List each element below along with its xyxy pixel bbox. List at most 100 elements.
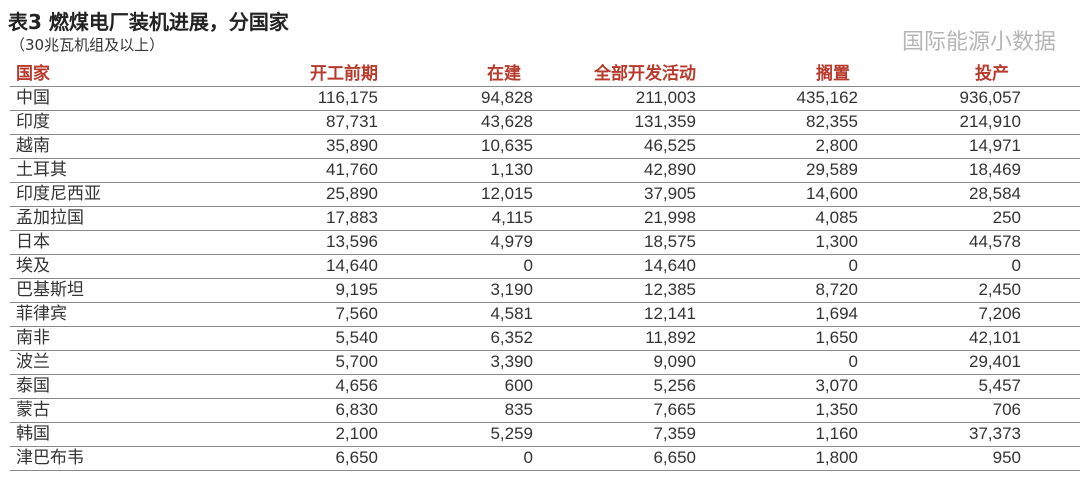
- value-cell: 44,578: [858, 229, 1080, 254]
- country-cell: 印度尼西亚: [10, 181, 160, 206]
- table-title: 表3 燃煤电厂装机进展，分国家: [8, 10, 289, 34]
- value-cell: 1,350: [696, 397, 858, 422]
- table-row: 越南 35,890 10,635 46,525 2,800 14,971: [10, 133, 1080, 158]
- value-cell: 0: [858, 253, 1080, 278]
- country-cell: 菲律宾: [10, 301, 160, 326]
- value-cell: 1,800: [696, 445, 858, 471]
- value-cell: 250: [858, 205, 1080, 230]
- country-cell: 中国: [10, 85, 160, 110]
- country-cell: 波兰: [10, 349, 160, 374]
- country-cell: 南非: [10, 325, 160, 350]
- value-cell: 42,890: [533, 157, 696, 182]
- value-cell: 9,195: [160, 277, 378, 302]
- value-cell: 1,300: [696, 229, 858, 254]
- value-cell: 435,162: [696, 85, 858, 110]
- table-row: 埃及 14,640 0 14,640 0 0: [10, 253, 1080, 278]
- value-cell: 14,600: [696, 181, 858, 206]
- country-cell: 印度: [10, 109, 160, 134]
- value-cell: 35,890: [160, 133, 378, 158]
- country-cell: 越南: [10, 133, 160, 158]
- value-cell: 42,101: [858, 325, 1080, 350]
- value-cell: 87,731: [160, 109, 378, 134]
- table-row: 中国 116,175 94,828 211,003 435,162 936,057: [10, 85, 1080, 110]
- value-cell: 46,525: [533, 133, 696, 158]
- value-cell: 3,390: [378, 349, 533, 374]
- value-cell: 12,015: [378, 181, 533, 206]
- col-header: 搁置: [816, 63, 850, 84]
- table-row: 菲律宾 7,560 4,581 12,141 1,694 7,206: [10, 301, 1080, 326]
- value-cell: 8,720: [696, 277, 858, 302]
- value-cell: 7,560: [160, 301, 378, 326]
- table-subtitle: （30兆瓦机组及以上）: [10, 36, 165, 54]
- table-row: 蒙古 6,830 835 7,665 1,350 706: [10, 397, 1080, 422]
- header-row: 国家 开工前期 在建 全部开发活动 搁置 投产: [10, 62, 1080, 86]
- table-row: 巴基斯坦 9,195 3,190 12,385 8,720 2,450: [10, 277, 1080, 302]
- value-cell: 21,998: [533, 205, 696, 230]
- value-cell: 13,596: [160, 229, 378, 254]
- col-header: 在建: [487, 63, 521, 84]
- table-row: 土耳其 41,760 1,130 42,890 29,589 18,469: [10, 157, 1080, 182]
- value-cell: 116,175: [160, 85, 378, 110]
- table-row: 韩国 2,100 5,259 7,359 1,160 37,373: [10, 421, 1080, 446]
- watermark: 国际能源小数据: [901, 30, 1056, 55]
- value-cell: 5,256: [533, 373, 696, 398]
- value-cell: 6,650: [160, 445, 378, 471]
- value-cell: 5,259: [378, 421, 533, 446]
- value-cell: 3,070: [696, 373, 858, 398]
- value-cell: 18,575: [533, 229, 696, 254]
- value-cell: 7,665: [533, 397, 696, 422]
- country-cell: 蒙古: [10, 397, 160, 422]
- value-cell: 17,883: [160, 205, 378, 230]
- value-cell: 5,700: [160, 349, 378, 374]
- country-cell: 土耳其: [10, 157, 160, 182]
- value-cell: 18,469: [858, 157, 1080, 182]
- value-cell: 0: [696, 253, 858, 278]
- value-cell: 0: [378, 445, 533, 471]
- table-row: 津巴布韦 6,650 0 6,650 1,800 950: [10, 445, 1080, 471]
- country-cell: 津巴布韦: [10, 445, 160, 471]
- value-cell: 4,656: [160, 373, 378, 398]
- table-row: 波兰 5,700 3,390 9,090 0 29,401: [10, 349, 1080, 374]
- value-cell: 214,910: [858, 109, 1080, 134]
- value-cell: 0: [378, 253, 533, 278]
- table-row: 泰国 4,656 600 5,256 3,070 5,457: [10, 373, 1080, 398]
- col-header: 投产: [975, 63, 1009, 84]
- col-header: 国家: [16, 63, 50, 84]
- value-cell: 600: [378, 373, 533, 398]
- value-cell: 14,640: [533, 253, 696, 278]
- table-row: 印度 87,731 43,628 131,359 82,355 214,910: [10, 109, 1080, 134]
- value-cell: 6,650: [533, 445, 696, 471]
- col-header: 开工前期: [310, 63, 378, 84]
- table-row: 南非 5,540 6,352 11,892 1,650 42,101: [10, 325, 1080, 350]
- value-cell: 131,359: [533, 109, 696, 134]
- value-cell: 5,540: [160, 325, 378, 350]
- value-cell: 28,584: [858, 181, 1080, 206]
- value-cell: 11,892: [533, 325, 696, 350]
- value-cell: 2,800: [696, 133, 858, 158]
- country-cell: 孟加拉国: [10, 205, 160, 230]
- value-cell: 835: [378, 397, 533, 422]
- coal-plant-table: 国家 开工前期 在建 全部开发活动 搁置 投产 中国 116,175 94,828 2…: [10, 62, 1080, 471]
- table-row: 印度尼西亚 25,890 12,015 37,905 14,600 28,584: [10, 181, 1080, 206]
- value-cell: 2,100: [160, 421, 378, 446]
- table-row: 孟加拉国 17,883 4,115 21,998 4,085 250: [10, 205, 1080, 230]
- value-cell: 43,628: [378, 109, 533, 134]
- value-cell: 1,160: [696, 421, 858, 446]
- country-cell: 泰国: [10, 373, 160, 398]
- value-cell: 10,635: [378, 133, 533, 158]
- value-cell: 6,352: [378, 325, 533, 350]
- value-cell: 3,190: [378, 277, 533, 302]
- value-cell: 25,890: [160, 181, 378, 206]
- country-cell: 韩国: [10, 421, 160, 446]
- value-cell: 94,828: [378, 85, 533, 110]
- value-cell: 9,090: [533, 349, 696, 374]
- value-cell: 82,355: [696, 109, 858, 134]
- value-cell: 1,130: [378, 157, 533, 182]
- value-cell: 936,057: [858, 85, 1080, 110]
- value-cell: 1,694: [696, 301, 858, 326]
- value-cell: 7,206: [858, 301, 1080, 326]
- value-cell: 2,450: [858, 277, 1080, 302]
- value-cell: 706: [858, 397, 1080, 422]
- value-cell: 0: [696, 349, 858, 374]
- value-cell: 211,003: [533, 85, 696, 110]
